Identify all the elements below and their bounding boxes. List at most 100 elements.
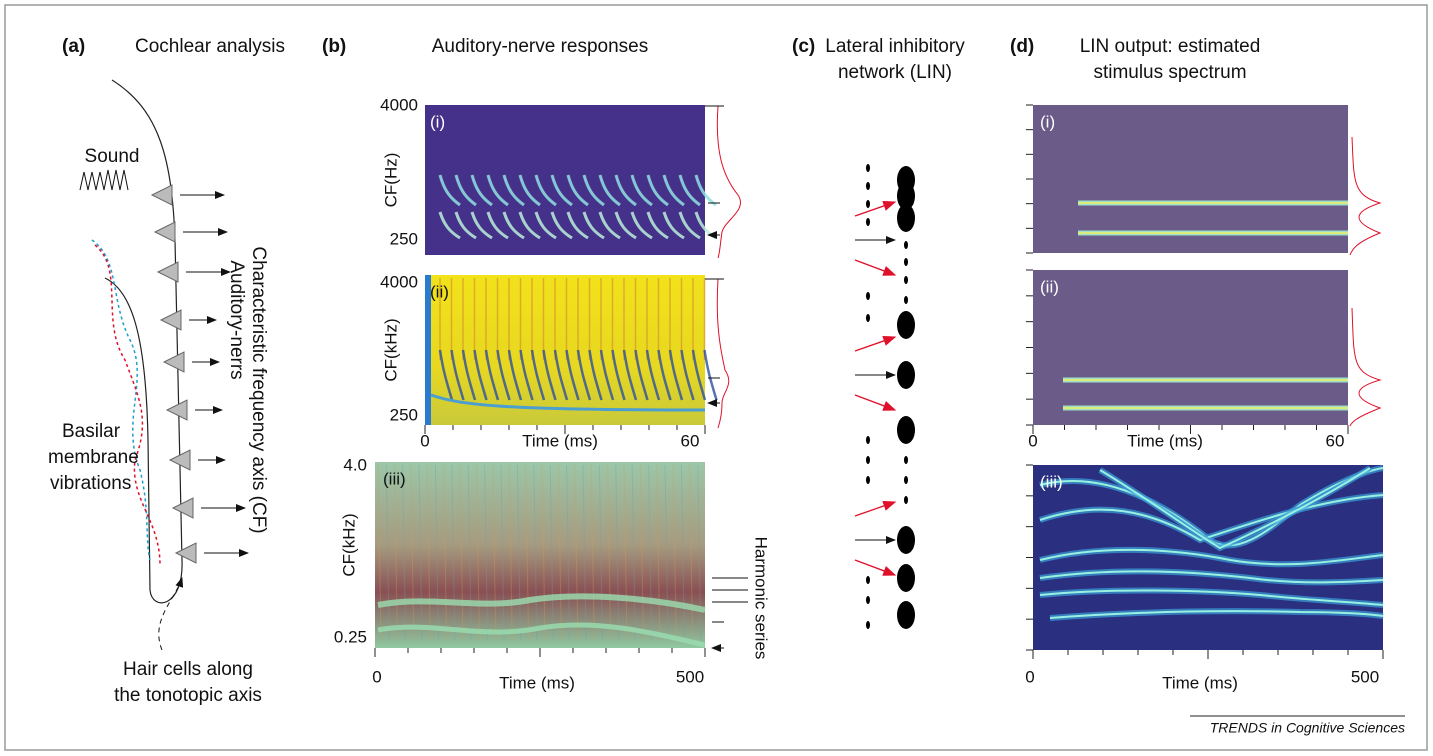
texture [566, 464, 571, 641]
stripe [646, 211, 669, 240]
x-end: 500 [1351, 667, 1379, 686]
y-top: 4000 [380, 95, 418, 114]
hair-cell [168, 449, 191, 471]
unit [866, 314, 870, 322]
stripe [454, 174, 477, 207]
texture [689, 464, 694, 641]
panel-label: (c) [792, 36, 815, 57]
stripe [502, 174, 525, 207]
stripe [630, 211, 653, 240]
stripe [507, 349, 523, 401]
texture [402, 464, 407, 641]
texture [516, 464, 521, 641]
stripe [565, 349, 580, 401]
network [854, 164, 915, 629]
excite [854, 559, 897, 576]
profile [705, 278, 730, 429]
panel-label: (b) [322, 36, 346, 57]
unit [897, 361, 915, 389]
texture [631, 464, 636, 641]
unit [866, 182, 870, 190]
panel-label: (a) [62, 36, 85, 57]
texture [623, 464, 628, 641]
unit [904, 496, 908, 504]
unit [897, 601, 915, 629]
y-top: 4000 [380, 272, 418, 291]
spectrogram [1033, 270, 1348, 425]
unit [904, 456, 908, 464]
hair-cell [165, 399, 188, 421]
unit [866, 596, 870, 604]
stripe [542, 349, 557, 401]
stripe [438, 174, 461, 207]
excite [854, 335, 897, 352]
basilar-label: Basilar [62, 421, 121, 442]
texture [590, 464, 595, 641]
stripe [678, 211, 701, 240]
footer: TRENDS in Cognitive Sciences [1210, 720, 1405, 736]
stripe [502, 211, 525, 240]
unit [904, 258, 908, 266]
stripe [470, 211, 493, 240]
unit [866, 292, 870, 300]
unit [904, 476, 908, 484]
unit [897, 204, 915, 232]
x-ticks [1032, 650, 1384, 659]
harmonic-arrowheads [712, 577, 748, 648]
spectrogram-stripes [438, 174, 717, 240]
stripe [611, 349, 626, 401]
basilar-label: membrane [48, 447, 139, 468]
stripe [582, 174, 605, 207]
x-ticks [1026, 104, 1349, 651]
profile [1349, 136, 1382, 256]
stripe [486, 211, 509, 240]
stripe [566, 174, 589, 207]
side-label: Harmonic series [752, 537, 771, 660]
texture [656, 464, 661, 641]
texture [385, 464, 390, 641]
stripe [598, 174, 621, 207]
unit [897, 416, 915, 444]
stripe [566, 211, 589, 240]
curve [1039, 589, 1384, 606]
stripe [599, 349, 615, 401]
x-start: 0 [1028, 431, 1037, 450]
profile [1349, 307, 1382, 427]
texture [615, 464, 620, 641]
stripe [519, 349, 534, 401]
texture [500, 464, 505, 641]
texture [607, 464, 612, 641]
stripe [486, 174, 509, 207]
panel-title: LIN output: estimated [1080, 36, 1261, 57]
stripe [473, 349, 488, 401]
spectrogram [1033, 105, 1348, 253]
unit [904, 296, 908, 304]
unit [866, 456, 870, 464]
texture [582, 464, 587, 641]
basilar-label: vibrations [50, 473, 131, 494]
hair-cell [153, 221, 176, 243]
subpanel-tag: (i) [430, 112, 445, 131]
texture [434, 464, 439, 641]
stripe [534, 174, 557, 207]
curve [1099, 467, 1371, 550]
stripe [450, 349, 465, 401]
hair-cell [162, 351, 185, 373]
panel-title: network (LIN) [838, 62, 952, 83]
stripe [438, 211, 461, 240]
stripe [657, 349, 672, 401]
texture [484, 464, 489, 641]
hair-cell [156, 261, 179, 283]
unit [904, 276, 908, 284]
texture [443, 464, 448, 641]
hair-cell [171, 497, 194, 519]
excite [854, 200, 897, 217]
y-bottom: 0.25 [334, 627, 367, 646]
texture [598, 464, 603, 641]
harmonic-band [377, 593, 706, 613]
texture [648, 464, 653, 641]
vibration-red [94, 244, 161, 566]
unit [866, 218, 870, 226]
stripe [680, 349, 695, 401]
spectral-curves [1039, 465, 1384, 621]
